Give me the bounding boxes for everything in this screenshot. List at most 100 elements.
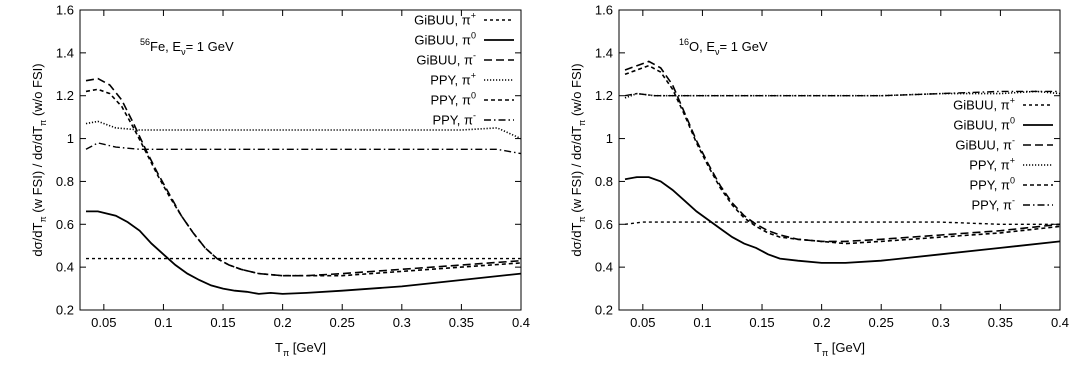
legend-label-main: PPY, π — [430, 93, 471, 108]
series-line — [85, 88, 521, 277]
legend-label-main: PPY, π — [430, 73, 471, 88]
annotation-rest: = 1 GeV — [186, 39, 234, 54]
x-label-rest: [GeV] — [828, 340, 865, 355]
legend-label-main: GiBUU, π — [416, 53, 473, 68]
plot-frame — [79, 9, 522, 311]
annotation-rest: = 1 GeV — [720, 39, 768, 54]
legend-label: GiBUU, π+ — [414, 11, 476, 28]
legend-label-main: GiBUU, π — [953, 118, 1010, 133]
legend-label-main: GiBUU, π — [953, 98, 1010, 113]
legend-label-sup: - — [1012, 136, 1015, 146]
y-tick-label: 1.2 — [595, 88, 613, 103]
legend-label: GiBUU, π+ — [953, 96, 1015, 113]
legend-label-main: GiBUU, π — [955, 138, 1012, 153]
y-label-part: dσ/dT — [30, 223, 45, 257]
y-tick-label: 0.6 — [595, 217, 613, 232]
chart-o16: 0.05 0.1 0.15 0.2 0.25 0.3 0.35 0.4 0.2 0.4 0.6 0.8… — [569, 3, 1069, 359]
x-tick-label: 0.1 — [693, 315, 711, 330]
legend-label-main: GiBUU, π — [414, 13, 471, 28]
y-axis-label: dσ/dTπ (w FSI) / dσ/dTπ (w/o FSI) — [30, 63, 48, 256]
y-axis-label: dσ/dTπ (w FSI) / dσ/dTπ (w/o FSI) — [569, 63, 587, 256]
nucleus-annotation: 16O, Eν= 1 GeV — [679, 37, 768, 57]
y-label-part: (w FSI) / dσ/dT — [569, 126, 584, 216]
series-line — [86, 210, 521, 295]
legend-label-sup: + — [471, 71, 476, 81]
legend-label: PPY, π- — [971, 196, 1015, 213]
x-label-rest: [GeV] — [289, 340, 326, 355]
legend-label-main: PPY, π — [971, 198, 1012, 213]
y-tick-label: 0.8 — [56, 174, 74, 189]
x-label-sub: π — [822, 348, 828, 358]
y-label-sub: π — [38, 216, 48, 222]
x-tick-label: 0.3 — [393, 315, 411, 330]
y-label-part: (w/o FSI) — [569, 63, 584, 119]
series-line — [85, 120, 521, 140]
y-tick-label: 1.2 — [56, 88, 74, 103]
y-tick-label: 1.4 — [595, 45, 613, 60]
y-tick-label: 1.6 — [56, 3, 74, 18]
nucleus-annotation: 56Fe, Eν= 1 GeV — [140, 37, 234, 57]
legend-label-sup: - — [1012, 196, 1015, 206]
series-line — [624, 90, 1060, 99]
x-tick-label: 0.15 — [210, 315, 235, 330]
series-line — [624, 90, 1060, 97]
y-label-sub: π — [38, 120, 48, 126]
legend-label-sup: + — [471, 11, 476, 21]
y-tick-label: 0.4 — [595, 260, 613, 275]
x-tick-label: 0.35 — [449, 315, 474, 330]
y-tick-label: 0.6 — [56, 217, 74, 232]
annotation-sub: ν — [715, 47, 720, 57]
legend-label-sup: 0 — [1010, 116, 1015, 126]
y-tick-label: 0.2 — [56, 303, 74, 318]
legend-label-sup: 0 — [471, 31, 476, 41]
annotation-sup: 16 — [679, 37, 689, 47]
x-axis-label: Tπ [GeV] — [814, 340, 865, 358]
annotation-sub: ν — [181, 47, 186, 57]
legend-label-sup: - — [473, 51, 476, 61]
x-tick-label: 0.3 — [932, 315, 950, 330]
y-tick-label: 1 — [606, 131, 613, 146]
legend-label-sup: + — [1010, 156, 1015, 166]
y-tick-label: 0.2 — [595, 303, 613, 318]
y-label-part: dσ/dT — [569, 223, 584, 257]
legend-label: GiBUU, π- — [955, 136, 1015, 153]
legend-label-sup: 0 — [471, 91, 476, 101]
x-axis-label: Tπ [GeV] — [275, 340, 326, 358]
y-label-part: (w FSI) / dσ/dT — [30, 126, 45, 216]
legend-label-main: GiBUU, π — [414, 33, 471, 48]
annotation-element: O, E — [689, 39, 715, 54]
x-tick-label: 0.4 — [1051, 315, 1069, 330]
legend-label: GiBUU, π0 — [953, 116, 1015, 133]
legend-label-main: PPY, π — [969, 178, 1010, 193]
x-tick-label: 0.2 — [274, 315, 292, 330]
legend-label: GiBUU, π- — [416, 51, 476, 68]
legend-label: PPY, π- — [432, 111, 476, 128]
x-label-main: T — [814, 340, 822, 355]
y-tick-label: 1 — [67, 131, 74, 146]
x-tick-label: 0.2 — [813, 315, 831, 330]
series-line — [85, 77, 521, 277]
legend-label: PPY, π+ — [969, 156, 1015, 173]
x-tick-label: 0.15 — [749, 315, 774, 330]
legend-label-main: PPY, π — [432, 113, 473, 128]
y-tick-label: 0.8 — [595, 174, 613, 189]
y-label-sub: π — [577, 120, 587, 126]
plot-frame — [618, 9, 1061, 311]
series-line — [624, 176, 1060, 264]
legend-label: GiBUU, π0 — [414, 31, 476, 48]
annotation-element: Fe, E — [150, 39, 181, 54]
x-tick-label: 0.05 — [630, 315, 655, 330]
series-line — [624, 221, 1060, 226]
legend-label-sup: + — [1010, 96, 1015, 106]
series-line — [624, 60, 1060, 243]
y-label-sub: π — [577, 216, 587, 222]
legend-label-sup: - — [473, 111, 476, 121]
series-line — [624, 64, 1060, 245]
x-tick-label: 0.4 — [512, 315, 530, 330]
y-tick-label: 1.4 — [56, 45, 74, 60]
legend-label: PPY, π0 — [969, 176, 1015, 193]
x-label-sub: π — [283, 348, 289, 358]
y-label-part: (w/o FSI) — [30, 63, 45, 119]
legend-label: PPY, π+ — [430, 71, 476, 88]
x-label-main: T — [275, 340, 283, 355]
